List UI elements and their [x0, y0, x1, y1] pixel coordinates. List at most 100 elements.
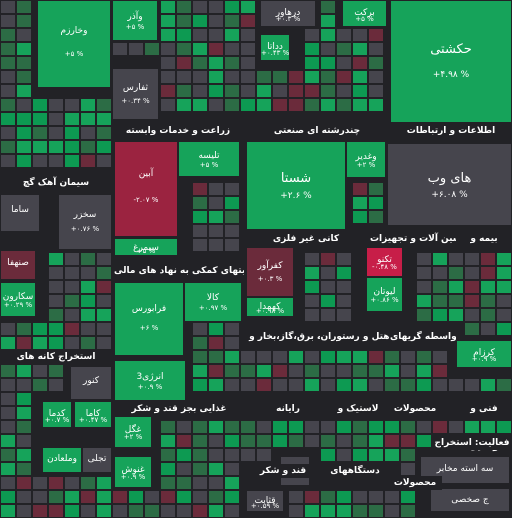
filler-tile[interactable]: [224, 336, 240, 350]
stock-tile[interactable]: کهمدا +۰.۹۸ %: [246, 297, 294, 317]
stock-tile[interactable]: سیمرغ +۵ %: [114, 238, 178, 256]
filler-tile[interactable]: [176, 476, 192, 490]
filler-tile[interactable]: [352, 70, 368, 84]
filler-tile[interactable]: [0, 504, 16, 518]
filler-tile[interactable]: [272, 350, 288, 364]
filler-tile[interactable]: [224, 462, 240, 476]
filler-tile[interactable]: [80, 322, 96, 336]
stock-tile[interactable]: ثفارس +۰.۳۴ %: [112, 68, 159, 120]
filler-tile[interactable]: [128, 504, 144, 518]
filler-tile[interactable]: [32, 476, 48, 490]
filler-tile[interactable]: [64, 308, 80, 322]
filler-tile[interactable]: [416, 280, 432, 294]
filler-tile[interactable]: [448, 252, 464, 266]
filler-tile[interactable]: [96, 504, 112, 518]
filler-tile[interactable]: [112, 490, 128, 504]
filler-tile[interactable]: [32, 154, 48, 168]
filler-tile[interactable]: [160, 462, 176, 476]
filler-tile[interactable]: [160, 28, 176, 42]
filler-tile[interactable]: [480, 420, 496, 434]
filler-tile[interactable]: [352, 378, 368, 392]
filler-tile[interactable]: [0, 392, 16, 406]
filler-tile[interactable]: [80, 294, 96, 308]
filler-tile[interactable]: [176, 420, 192, 434]
filler-tile[interactable]: [336, 70, 352, 84]
filler-tile[interactable]: [0, 322, 16, 336]
filler-tile[interactable]: [192, 448, 208, 462]
filler-tile[interactable]: [144, 504, 160, 518]
filler-tile[interactable]: [432, 308, 448, 322]
filler-tile[interactable]: [240, 84, 256, 98]
filler-tile[interactable]: [160, 70, 176, 84]
filler-tile[interactable]: [256, 420, 272, 434]
filler-tile[interactable]: [272, 434, 288, 448]
filler-tile[interactable]: [224, 504, 240, 518]
filler-tile[interactable]: [304, 252, 320, 266]
filler-tile[interactable]: [224, 14, 240, 28]
filler-tile[interactable]: [192, 42, 208, 56]
filler-tile[interactable]: [64, 336, 80, 350]
filler-tile[interactable]: [16, 0, 32, 14]
filler-tile[interactable]: [96, 336, 112, 350]
filler-tile[interactable]: [80, 154, 96, 168]
filler-tile[interactable]: [32, 112, 48, 126]
filler-tile[interactable]: [272, 364, 288, 378]
filler-tile[interactable]: [304, 294, 320, 308]
filler-tile[interactable]: [16, 462, 32, 476]
filler-tile[interactable]: [320, 252, 336, 266]
filler-tile[interactable]: [256, 378, 272, 392]
filler-tile[interactable]: [320, 0, 336, 14]
filler-tile[interactable]: [32, 98, 48, 112]
filler-tile[interactable]: [368, 182, 384, 196]
filler-tile[interactable]: [208, 98, 224, 112]
filler-tile[interactable]: [336, 420, 352, 434]
filler-tile[interactable]: [96, 112, 112, 126]
filler-tile[interactable]: [192, 56, 208, 70]
filler-tile[interactable]: [224, 42, 240, 56]
filler-tile[interactable]: [368, 196, 384, 210]
filler-tile[interactable]: [368, 490, 384, 504]
filler-tile[interactable]: [416, 294, 432, 308]
filler-tile[interactable]: [192, 364, 208, 378]
filler-tile[interactable]: [416, 378, 432, 392]
stock-tile[interactable]: سه استه مخابر: [420, 456, 510, 484]
filler-tile[interactable]: [400, 504, 416, 518]
filler-tile[interactable]: [208, 196, 224, 210]
filler-tile[interactable]: [432, 266, 448, 280]
filler-tile[interactable]: [336, 266, 352, 280]
filler-tile[interactable]: [160, 420, 176, 434]
filler-tile[interactable]: [96, 140, 112, 154]
filler-tile[interactable]: [448, 294, 464, 308]
filler-tile[interactable]: [224, 182, 240, 196]
filler-tile[interactable]: [0, 70, 16, 84]
stock-tile[interactable]: صنهفا: [0, 250, 36, 280]
filler-tile[interactable]: [64, 490, 80, 504]
filler-tile[interactable]: [160, 56, 176, 70]
filler-tile[interactable]: [272, 420, 288, 434]
filler-tile[interactable]: [352, 84, 368, 98]
filler-tile[interactable]: [304, 28, 320, 42]
filler-tile[interactable]: [400, 378, 416, 392]
filler-tile[interactable]: [336, 434, 352, 448]
filler-tile[interactable]: [208, 490, 224, 504]
filler-tile[interactable]: [64, 98, 80, 112]
filler-tile[interactable]: [16, 434, 32, 448]
filler-tile[interactable]: [144, 490, 160, 504]
filler-tile[interactable]: [48, 294, 64, 308]
filler-tile[interactable]: [32, 140, 48, 154]
filler-tile[interactable]: [432, 280, 448, 294]
filler-tile[interactable]: [0, 476, 16, 490]
filler-tile[interactable]: [400, 448, 416, 462]
filler-tile[interactable]: [96, 294, 112, 308]
filler-tile[interactable]: [208, 462, 224, 476]
filler-tile[interactable]: [192, 504, 208, 518]
filler-tile[interactable]: [32, 378, 48, 392]
filler-tile[interactable]: [320, 294, 336, 308]
filler-tile[interactable]: [432, 378, 448, 392]
filler-tile[interactable]: [496, 420, 512, 434]
filler-tile[interactable]: [0, 0, 16, 14]
filler-tile[interactable]: [224, 448, 240, 462]
filler-tile[interactable]: [240, 98, 256, 112]
filler-tile[interactable]: [0, 406, 16, 420]
filler-tile[interactable]: [224, 0, 240, 14]
